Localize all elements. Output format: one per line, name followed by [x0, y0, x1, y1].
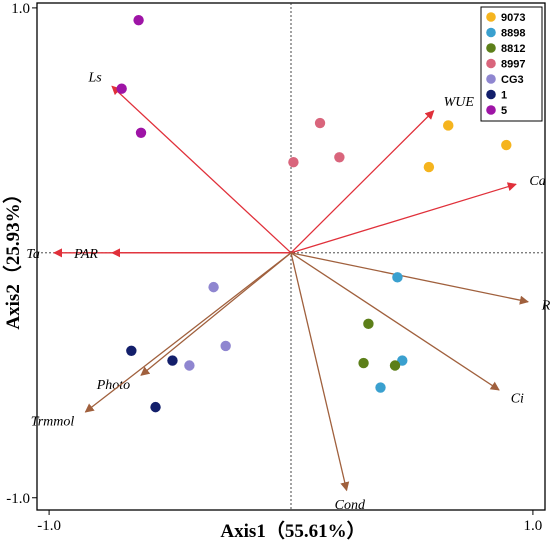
vector-label-par: PAR: [73, 247, 98, 262]
vector-label-rh: RH: [541, 299, 550, 314]
vector-label-ci: Ci: [511, 392, 524, 407]
vector-label-photo: Photo: [96, 378, 130, 393]
y-tick-label: -1.0: [6, 491, 30, 507]
vector-label-ca: Ca: [529, 174, 545, 189]
point-cg3: [220, 340, 231, 352]
point-cg3: [208, 281, 219, 293]
vector-trmmol: [84, 252, 292, 413]
legend: 9073 8898 8812 8997 CG3 1 5: [480, 6, 543, 122]
legend-label-cg3: CG3: [501, 74, 524, 86]
point-8997: [288, 157, 299, 168]
legend-label-9073: 9073: [501, 12, 525, 24]
point-8997: [314, 117, 326, 129]
legend-marker-8997: [486, 58, 496, 69]
vector-ci: [290, 252, 500, 391]
x-tick-label: 1.0: [524, 518, 543, 534]
point-1: [150, 401, 161, 413]
legend-marker-5: [486, 105, 496, 115]
point-9073: [501, 139, 512, 151]
legend-marker-1: [486, 89, 496, 100]
vector-photo: [140, 252, 292, 376]
legend-marker-8898: [486, 27, 496, 38]
point-8812: [389, 360, 401, 371]
point-9073: [423, 161, 435, 173]
point-cg3: [184, 360, 195, 371]
vector-cond: [290, 252, 350, 492]
legend-marker-8812: [486, 43, 496, 53]
legend-label-1: 1: [501, 90, 507, 102]
point-8997: [334, 152, 345, 163]
vector-label-trmmol: Trmmol: [31, 415, 75, 430]
sample-points: [116, 14, 512, 413]
vector-ls: [111, 85, 292, 254]
vector-ca: [290, 182, 517, 254]
point-8898: [375, 382, 386, 393]
legend-label-8898: 8898: [501, 28, 525, 40]
legend-label-8812: 8812: [501, 43, 525, 55]
point-5: [135, 127, 147, 139]
vector-label-cond: Cond: [335, 498, 366, 513]
vector-label-ls: Ls: [88, 71, 103, 86]
vector-label-wue: WUE: [444, 95, 475, 110]
vector-rh: [290, 252, 529, 305]
x-axis-ticks: -1.0 1.0: [37, 510, 542, 534]
point-5: [116, 83, 127, 94]
legend-label-8997: 8997: [501, 59, 525, 71]
x-axis-title: Axis1（55.61%）: [220, 519, 365, 542]
vector-wue: [290, 110, 435, 254]
point-9073: [443, 120, 454, 131]
y-axis-ticks: 1.0 -1.0: [6, 1, 37, 507]
point-1: [126, 345, 137, 356]
legend-marker-9073: [486, 12, 496, 22]
point-8812: [363, 318, 374, 330]
point-8898: [392, 272, 403, 283]
y-tick-label: 1.0: [11, 1, 30, 17]
legend-label-5: 5: [501, 105, 507, 117]
loading-vectors: Ls WUE Ca Ta PAR RH Photo Trmmol Ci Cond: [26, 71, 550, 513]
point-8812: [358, 357, 369, 369]
x-tick-label: -1.0: [37, 518, 61, 534]
legend-marker-cg3: [486, 74, 496, 84]
vector-label-ta: Ta: [26, 247, 40, 262]
y-axis-title: Axis2（25.93%）: [1, 184, 24, 329]
point-1: [167, 355, 178, 366]
point-5: [133, 14, 144, 26]
